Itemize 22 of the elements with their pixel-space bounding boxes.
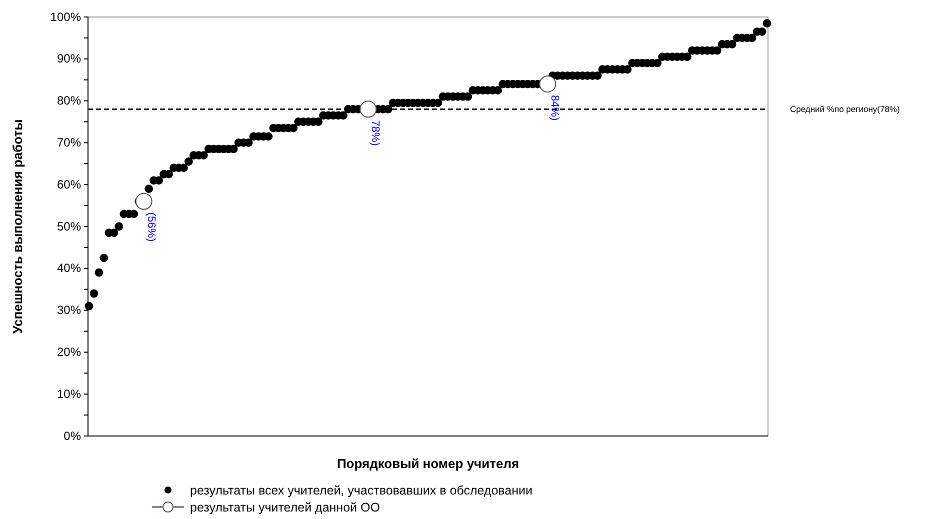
annotation: 84%) xyxy=(548,95,561,121)
y-tick-label: 60% xyxy=(56,177,82,192)
legend-label: результаты учителей данной ОО xyxy=(190,500,380,514)
y-tick-label: 40% xyxy=(56,261,82,276)
y-tick-label: 10% xyxy=(56,386,82,401)
y-tick-label: 30% xyxy=(56,303,82,318)
ref-line-label: Средний %по региону(78%) xyxy=(790,104,900,114)
y-tick-label: 70% xyxy=(56,136,82,150)
point xyxy=(539,76,556,93)
x-axis-title: Порядковый номер учителя xyxy=(336,456,520,471)
point xyxy=(360,100,377,118)
y-tick-label: 20% xyxy=(56,345,82,360)
y-tick-label: 100% xyxy=(50,10,82,24)
point xyxy=(135,192,152,210)
annotation: (56%) xyxy=(144,212,157,242)
y-tick-label: 50% xyxy=(56,219,82,234)
legend-label: результаты всех учителей, участвовавших в обследовании xyxy=(190,484,533,498)
y-axis-title: Успешность выполнения работы xyxy=(10,119,25,334)
y-tick-label: 90% xyxy=(56,52,82,66)
y-tick-label: 80% xyxy=(56,94,82,108)
y-tick-label: 0% xyxy=(64,428,82,443)
annotation: 78%) xyxy=(369,120,382,146)
